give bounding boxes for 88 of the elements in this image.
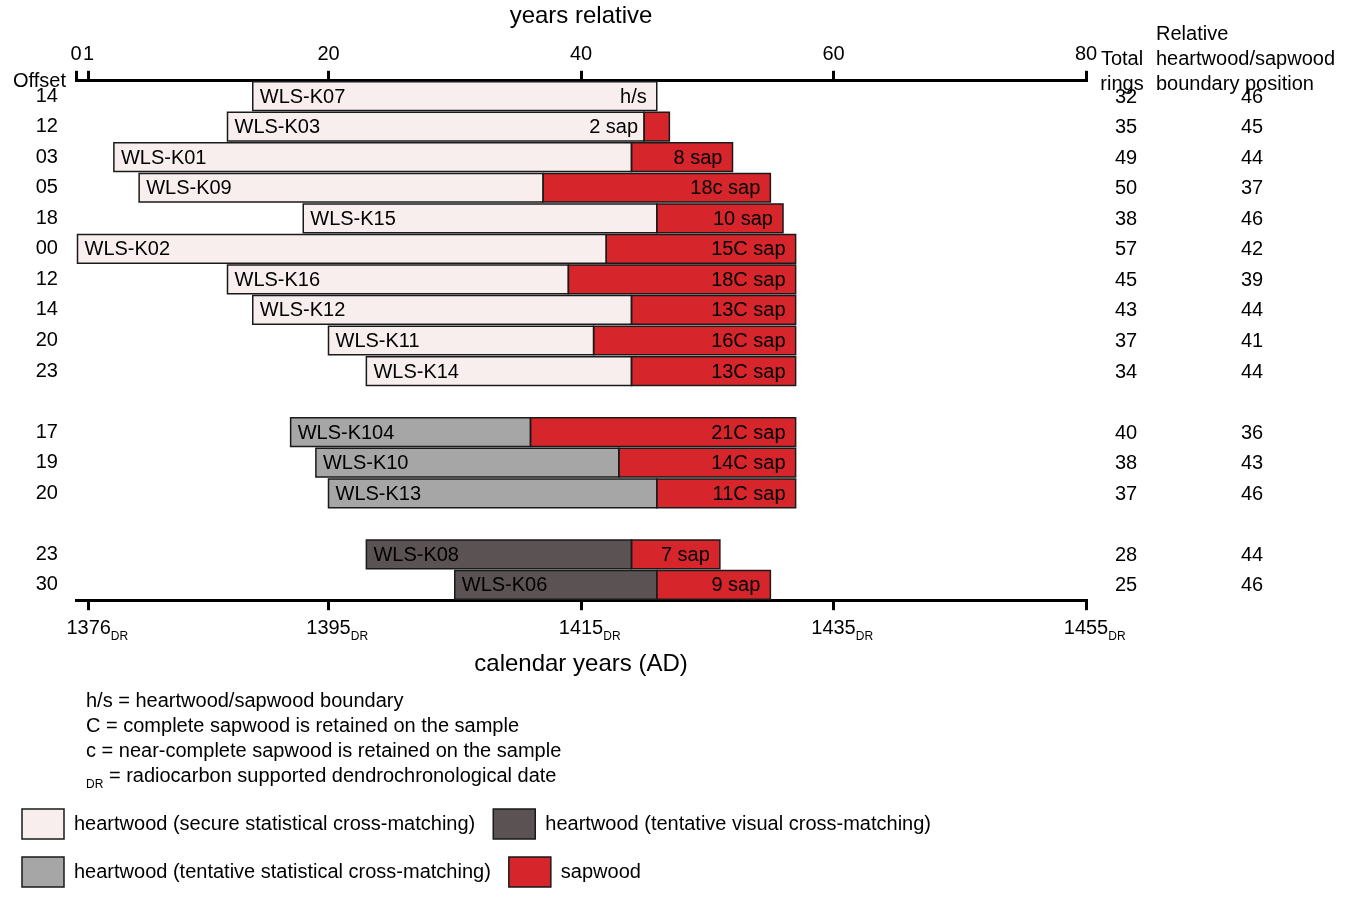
text: 49 (1114, 145, 1138, 168)
data-label: WLS-K08 (373, 542, 459, 565)
text: h/s = heartwood/sapwood boundary (86, 689, 404, 711)
data-label: 13C sap (711, 298, 786, 321)
data-label: 10 sap (712, 206, 773, 229)
legend-label: sapwood (560, 859, 641, 882)
text: 50 (1114, 176, 1138, 199)
text: 44 (1240, 542, 1264, 565)
y-tick-label: 05 (35, 175, 58, 198)
text: 43 (1114, 298, 1138, 321)
text: 44 (1240, 359, 1264, 382)
data-label: WLS-K12 (259, 298, 346, 321)
y-tick-label: 23 (35, 541, 58, 564)
x-axis-title: calendar years (AD) (474, 649, 688, 677)
legend-label: heartwood (secure statistical cross-matching) (74, 811, 476, 834)
text: 46 (1240, 481, 1264, 504)
data-label: 8 sap (673, 145, 723, 168)
x2-tick-label: 80 (1074, 42, 1098, 65)
y-tick-label: 30 (35, 572, 58, 595)
y-tick-label: 12 (35, 114, 58, 137)
x2-tick-label: 1 (83, 42, 95, 65)
y-tick-label: 17 (35, 419, 58, 442)
x2-axis-title: years relative (509, 1, 653, 29)
text: 44 (1240, 145, 1264, 168)
data-label: WLS-K104 (297, 420, 395, 443)
y-tick-label: 18 (35, 205, 58, 228)
x2-tick-label: 60 (822, 42, 845, 65)
text: 46 (1240, 206, 1264, 229)
y-tick-label: 20 (35, 328, 58, 351)
data-label: WLS-K11 (335, 329, 420, 352)
data-label: WLS-K02 (84, 237, 171, 260)
text: DR = radiocarbon supported dendrochronological date (86, 764, 557, 791)
data-label: WLS-K15 (310, 206, 396, 229)
text: 46 (1240, 573, 1264, 596)
data-label: 18C sap (711, 267, 786, 290)
data-label: WLS-K14 (373, 359, 459, 382)
y-tick-label: 19 (35, 450, 58, 473)
annotation: h/s (620, 84, 647, 107)
y-tick-label: 03 (35, 144, 58, 167)
text: 43 (1240, 451, 1264, 474)
data-label: 15C sap (711, 237, 786, 260)
text: 37 (1114, 329, 1138, 352)
text: 41 (1240, 329, 1264, 352)
x2-tick-label: 0 (70, 42, 82, 65)
text: 36 (1240, 420, 1264, 443)
text: c = near-complete sapwood is retained on the sample (86, 739, 562, 761)
data-label: WLS-K09 (146, 176, 232, 199)
data-label: 14C sap (711, 451, 786, 474)
data-label: WLS-K13 (335, 481, 422, 504)
x2-tick-label: 20 (317, 42, 340, 65)
data-label: WLS-K16 (234, 267, 321, 290)
text: 39 (1240, 267, 1264, 290)
text: 37 (1240, 176, 1264, 199)
text: 38 (1114, 451, 1138, 474)
text: 34 (1114, 359, 1138, 382)
text: 28 (1114, 542, 1138, 565)
text: 44 (1240, 298, 1264, 321)
data-label: 18c sap (690, 176, 761, 199)
legend-label: heartwood (tentative statistical cross-matching) (74, 859, 491, 882)
data-label: 21C sap (711, 420, 786, 443)
text: 25 (1114, 573, 1138, 596)
data-label: WLS-K03 (234, 115, 321, 138)
data-label: 16C sap (711, 329, 786, 352)
text: C = complete sapwood is retained on the sample (86, 714, 520, 736)
data-label: WLS-K06 (461, 573, 548, 596)
data-label: WLS-K01 (120, 145, 207, 168)
data-label: WLS-K10 (322, 451, 409, 474)
y-tick-label: 20 (35, 480, 58, 503)
text: 57 (1114, 237, 1138, 260)
text: 45 (1240, 115, 1264, 138)
data-label: 13C sap (711, 359, 786, 382)
data-label: WLS-K07 (259, 84, 346, 107)
data-label: 7 sap (660, 542, 710, 565)
text: 38 (1114, 206, 1138, 229)
text: 45 (1114, 267, 1138, 290)
legend-label: heartwood (tentative visual cross-matching) (545, 811, 931, 834)
data-label: 11C sap (712, 481, 786, 504)
y-tick-label: 14 (35, 297, 58, 320)
y-tick-label: 12 (35, 266, 58, 289)
text: 42 (1240, 237, 1264, 260)
y-tick-label: 23 (35, 358, 58, 381)
text: 40 (1114, 420, 1138, 443)
data-label: 2 sap (589, 115, 639, 138)
text: 35 (1114, 115, 1138, 138)
y-tick-label: 00 (35, 236, 58, 259)
x2-tick-label: 40 (569, 42, 593, 65)
data-label: 9 sap (711, 573, 761, 596)
text: 37 (1114, 481, 1138, 504)
